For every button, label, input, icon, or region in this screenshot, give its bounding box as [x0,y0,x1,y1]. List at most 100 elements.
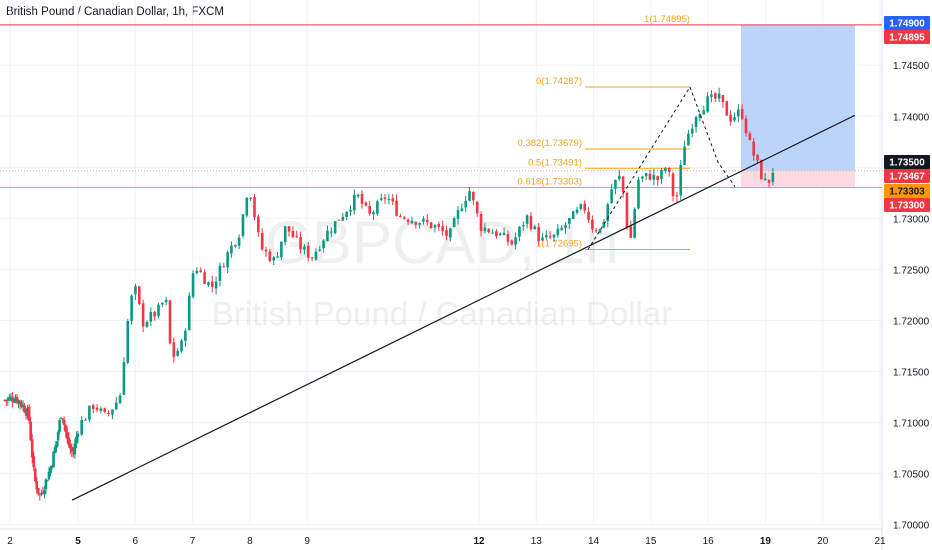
candle-body [218,265,222,281]
price-badge-fib [884,184,930,198]
price-tick-label: 1.71000 [893,419,930,430]
candle-body [510,240,514,245]
candle-body [17,400,20,404]
candle-body [433,225,437,228]
candle-body [422,218,425,222]
candle-body [12,401,16,403]
candle-body [625,192,629,228]
candle-body [548,236,552,238]
candle-body [760,160,763,180]
candle-body [598,228,602,233]
candle-body [556,228,560,236]
candle-body [203,272,206,284]
fibonacci-retracement[interactable]: 1(1.74895) 0(1.74287) 0.382(1.73679) 0.5(1.… [518,14,690,251]
candle-body [38,493,42,495]
profit-target-zone[interactable] [741,24,855,171]
watermark-name: British Pound / Canadian Dollar [212,295,672,332]
time-tick-label: 8 [247,536,253,547]
candle-body [43,490,46,495]
candle-body [483,227,487,231]
candle-body [55,441,58,448]
fib-level-label: 0.5(1.73491) [528,157,582,168]
trendlines[interactable] [71,85,856,501]
candle-body [333,221,337,234]
candle-body [594,230,598,232]
candle-body [214,281,218,289]
candle-body [126,321,130,363]
candle-body [533,226,537,230]
candle-body [687,133,690,146]
candle-body [287,226,291,232]
candle-body [629,226,633,238]
candle-body [387,199,391,201]
candle-body [157,304,160,317]
candle-body [683,146,686,165]
candle-body [141,303,145,327]
candle-body [429,222,433,229]
candle-body [418,223,421,225]
candle-body [21,404,25,408]
candle-body [118,395,122,404]
candle-body [11,397,14,402]
candle-body [702,110,706,115]
candle-body [172,342,176,358]
candle-body [717,93,721,99]
price-badge-label-entry: 1.73500 [889,158,925,169]
candle-body [245,197,249,216]
price-badge-label-current: 1.74900 [889,19,925,30]
candle-body [264,249,268,252]
candle-body [748,133,752,141]
time-axis[interactable]: 2 5 6 7 8 9 12 13 14 15 16 19 20 21 [7,536,886,547]
candle-body [399,216,402,218]
price-axis[interactable]: 1.70000 1.70500 1.71000 1.71500 1.72000 1.725… [893,61,930,531]
candle-body [276,256,279,258]
candle-body [103,408,107,413]
candle-body [402,217,406,219]
candle-body [35,481,39,490]
candle-body [8,397,11,400]
candle-body [122,362,126,395]
price-badge-target [884,30,930,44]
candle-body [18,400,22,404]
fib-level-label: 0(1.74287) [536,76,582,87]
candle-body [61,418,64,420]
candle-body [76,433,80,438]
candle-body [664,168,667,171]
candle-body [406,219,410,223]
stop-loss-zone[interactable] [741,170,855,188]
candle-body [75,436,78,444]
candle-body [560,227,563,230]
candle-body [253,196,256,218]
candle-body [65,432,69,439]
candle-body [637,179,640,209]
ascending-trendline[interactable] [71,114,856,501]
candle-body [495,231,498,237]
candle-body [52,451,55,468]
candle-body [49,467,52,474]
candle-body [161,302,164,305]
candle-body [698,113,702,118]
price-tick-label: 1.73000 [893,214,930,225]
candle-body [134,286,137,295]
candle-body [460,208,464,211]
candle-body [23,405,26,413]
candle-body [679,164,683,196]
candle-body [24,412,28,416]
candle-body [391,198,395,202]
candle-body [690,128,694,134]
candle-body [491,232,494,234]
candle-body [329,231,333,233]
candle-body [62,420,66,426]
candle-body [706,96,709,112]
candle-body [479,213,483,231]
candle-body [660,170,663,180]
price-tick-label: 1.74500 [893,61,930,72]
candle-body [26,407,29,417]
candle-body [617,175,621,180]
fib-level-label: 0.382(1.73679) [518,138,582,149]
candle-body [756,154,759,161]
candle-body [579,204,583,209]
candle-body [145,322,149,327]
price-lines [0,24,882,188]
